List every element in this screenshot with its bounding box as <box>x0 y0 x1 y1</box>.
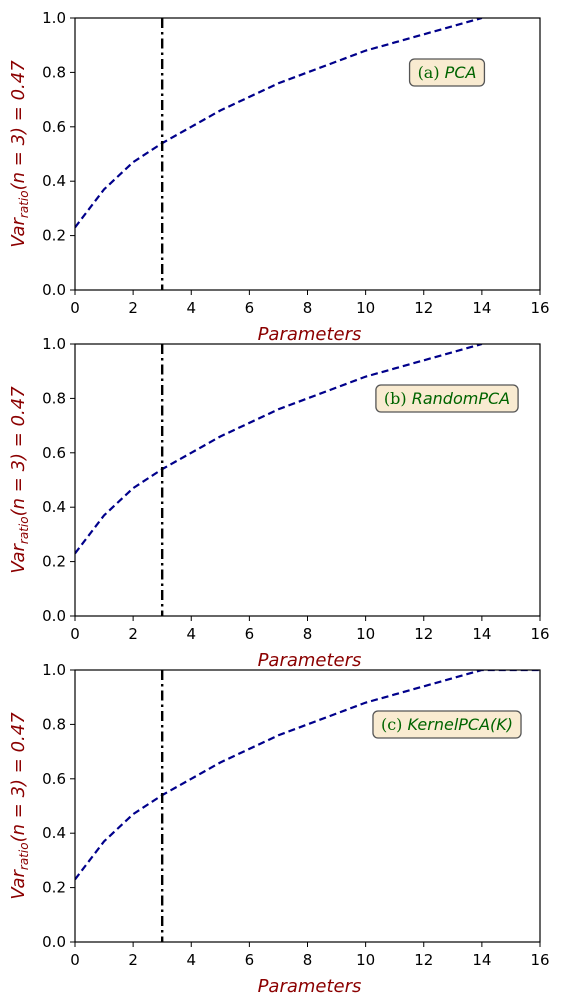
x-tick-label: 2 <box>128 625 138 643</box>
annotation-box: (c) KernelPCA(K) <box>372 710 522 739</box>
y-label-base: Var <box>8 868 29 899</box>
x-tick-label: 10 <box>356 951 375 969</box>
x-tick-label: 0 <box>70 625 80 643</box>
y-tick-label: 0.2 <box>42 553 66 571</box>
y-axis-label: Varratio(n = 3) = 0.47 <box>8 386 31 574</box>
x-tick-label: 2 <box>128 951 138 969</box>
plot-frame <box>74 17 541 291</box>
x-tick-label: 4 <box>186 951 196 969</box>
x-tick-label: 0 <box>70 951 80 969</box>
y-tick-label: 0.0 <box>42 933 66 951</box>
y-label-rest: (n = 3) = 0.47 <box>8 386 29 517</box>
series-line <box>75 670 540 881</box>
x-tick-label: 12 <box>414 299 433 317</box>
x-tick-label: 12 <box>414 625 433 643</box>
plot-area <box>75 18 483 290</box>
x-tick-label: 0 <box>70 299 80 317</box>
x-tick-label: 10 <box>356 625 375 643</box>
y-tick-label: 0.2 <box>42 879 66 897</box>
y-label-subscript: ratio <box>17 516 31 544</box>
annotation-prefix: (c) <box>381 715 408 734</box>
x-tick-label: 6 <box>245 625 255 643</box>
y-label-base: Var <box>8 542 29 573</box>
annotation-background <box>372 710 522 739</box>
plot-area <box>75 670 540 942</box>
x-tick-label: 6 <box>245 299 255 317</box>
annotation-text: (b) RandomPCA <box>384 389 510 408</box>
x-tick-label: 16 <box>530 625 549 643</box>
x-tick-label: 4 <box>186 299 196 317</box>
y-label-rest: (n = 3) = 0.47 <box>8 60 29 191</box>
x-axis-label: Parameters <box>258 976 362 997</box>
y-tick-label: 0.8 <box>42 63 66 81</box>
x-tick-label: 16 <box>530 299 549 317</box>
x-tick-label: 8 <box>303 625 313 643</box>
plot-frame <box>74 343 541 617</box>
y-tick-label: 0.8 <box>42 715 66 733</box>
plot-area <box>75 344 483 616</box>
series-line <box>75 18 483 229</box>
x-tick-label: 14 <box>472 951 491 969</box>
x-tick-label: 16 <box>530 951 549 969</box>
y-tick-label: 0.4 <box>42 498 66 516</box>
x-tick-label: 10 <box>356 299 375 317</box>
y-tick-label: 0.6 <box>42 770 66 788</box>
y-tick-label: 0.4 <box>42 172 66 190</box>
y-tick-label: 1.0 <box>42 335 66 353</box>
y-tick-label: 0.6 <box>42 444 66 462</box>
chart-panel-2: 0 2 4 6 8 10 12 14 16 0.0 0.2 0.4 0.6 0.8 1.0 Parameter… <box>8 335 550 671</box>
x-tick-label: 8 <box>303 951 313 969</box>
y-tick-label: 0.6 <box>42 118 66 136</box>
y-label-subscript: ratio <box>17 190 31 218</box>
x-tick-label: 14 <box>472 625 491 643</box>
chart-panel-3: 0 2 4 6 8 10 12 14 16 0.0 0.2 0.4 0.6 0.8 1.0 Parameter… <box>8 661 550 997</box>
y-axis-label: Varratio(n = 3) = 0.47 <box>8 712 31 900</box>
y-tick-label: 0.0 <box>42 281 66 299</box>
annotation-background <box>408 58 486 87</box>
annotation-text: (a) PCA <box>418 63 477 82</box>
annotation-text: (c) KernelPCA(K) <box>381 715 513 734</box>
plot-frame <box>74 669 541 943</box>
series-line <box>75 344 483 555</box>
y-tick-label: 0.2 <box>42 227 66 245</box>
y-tick-label: 0.0 <box>42 607 66 625</box>
x-axis-label: Parameters <box>258 650 362 671</box>
annotation-prefix: (b) <box>384 389 412 408</box>
y-tick-label: 0.8 <box>42 389 66 407</box>
x-axis-label: Parameters <box>258 324 362 345</box>
annotation-box: (b) RandomPCA <box>375 384 519 413</box>
y-tick-label: 1.0 <box>42 9 66 27</box>
x-tick-label: 2 <box>128 299 138 317</box>
y-label-base: Var <box>8 216 29 247</box>
y-tick-label: 1.0 <box>42 661 66 679</box>
x-tick-label: 14 <box>472 299 491 317</box>
x-tick-label: 4 <box>186 625 196 643</box>
annotation-name: PCA <box>445 63 477 82</box>
annotation-name: RandomPCA <box>412 389 510 408</box>
y-label-rest: (n = 3) = 0.47 <box>8 712 29 843</box>
y-tick-label: 0.4 <box>42 824 66 842</box>
y-label-subscript: ratio <box>17 842 31 870</box>
annotation-box: (a) PCA <box>408 58 486 87</box>
y-axis-label: Varratio(n = 3) = 0.47 <box>8 60 31 248</box>
x-tick-label: 6 <box>245 951 255 969</box>
x-tick-label: 12 <box>414 951 433 969</box>
x-tick-label: 8 <box>303 299 313 317</box>
annotation-name: KernelPCA(K) <box>408 715 514 734</box>
chart-panel-1: 0 2 4 6 8 10 12 14 16 0.0 0.2 0.4 0.6 0.8 1.0 Parameter… <box>8 9 550 345</box>
annotation-prefix: (a) <box>418 63 445 82</box>
annotation-background <box>375 384 519 413</box>
